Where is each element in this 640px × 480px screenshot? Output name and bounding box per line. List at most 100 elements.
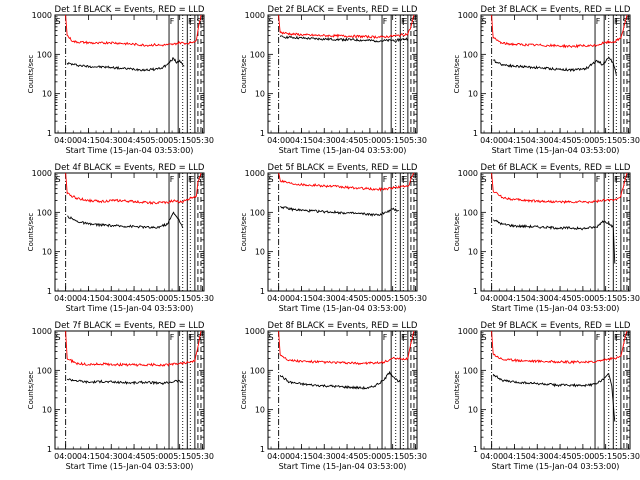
x-tick-label: 04:15 xyxy=(290,452,313,461)
x-tick-label: 05:00 xyxy=(571,136,594,145)
y-tick-label: 1000 xyxy=(245,327,265,336)
x-tick-label: 04:45 xyxy=(549,452,572,461)
panel-det-1: Det 1f BLACK = Events, RED = LLD 1 10 100 10… xyxy=(27,5,214,155)
flag-label: S xyxy=(481,17,486,26)
x-tick-label: 05:15 xyxy=(594,294,617,303)
y-tick-label: 100 xyxy=(37,366,52,375)
flag-label: E xyxy=(189,175,194,184)
flag-label: S xyxy=(55,175,60,184)
x-tick-label: 04:15 xyxy=(290,136,313,145)
x-tick-label: 04:15 xyxy=(503,136,526,145)
x-tick-label: 04:00 xyxy=(267,452,290,461)
panel-title: Det 7f BLACK = Events, RED = LLD xyxy=(55,321,205,331)
flag-label: F xyxy=(614,175,619,184)
flag-label: S xyxy=(268,175,273,184)
panel-det-9: Det 9f BLACK = Events, RED = LLD 1 10 100 10… xyxy=(453,321,640,471)
events-series-line xyxy=(492,56,617,75)
x-tick-label: 05:30 xyxy=(617,136,640,145)
plot-frame xyxy=(54,172,205,292)
x-tick-label: 04:45 xyxy=(123,136,146,145)
x-tick-label: 05:15 xyxy=(168,452,191,461)
x-tick-label: 04:15 xyxy=(503,452,526,461)
x-axis-label: Start Time (15-Jan-04 03:53:00) xyxy=(492,304,620,313)
flag-label: S xyxy=(55,333,60,342)
y-tick-label: 10 xyxy=(255,248,265,257)
lld-series-line xyxy=(65,330,202,367)
events-series-line xyxy=(279,35,409,43)
x-axis-label: Start Time (15-Jan-04 03:53:00) xyxy=(66,304,194,313)
lld-series-line xyxy=(278,172,415,192)
panel-title: Det 4f BLACK = Events, RED = LLD xyxy=(55,163,205,173)
x-tick-label: 04:00 xyxy=(267,136,290,145)
y-tick-label: 1000 xyxy=(458,11,478,20)
flag-label: S xyxy=(196,17,201,26)
x-tick-label: 05:00 xyxy=(145,294,168,303)
y-axis-label: Counts/sec xyxy=(453,55,461,94)
panel-title: Det 6f BLACK = Events, RED = LLD xyxy=(481,163,631,173)
x-tick-label: 04:00 xyxy=(54,136,77,145)
y-tick-label: 10 xyxy=(468,406,478,415)
panel-title: Det 2f BLACK = Events, RED = LLD xyxy=(268,5,418,15)
x-axis-label: Start Time (15-Jan-04 03:53:00) xyxy=(492,146,620,155)
flag-label: F xyxy=(401,175,406,184)
x-tick-label: 04:15 xyxy=(77,294,100,303)
panel-det-4: Det 4f BLACK = Events, RED = LLD 1 10 100 10… xyxy=(27,163,214,313)
x-tick-label: 04:45 xyxy=(549,136,572,145)
panel-det-7: Det 7f BLACK = Events, RED = LLD 1 10 100 10… xyxy=(27,321,214,471)
y-tick-label: 10 xyxy=(42,90,52,99)
panel-det-3: Det 3f BLACK = Events, RED = LLD 1 10 100 10… xyxy=(453,5,640,155)
lld-series-line xyxy=(65,14,202,47)
x-tick-label: 05:30 xyxy=(404,452,427,461)
x-tick-label: 05:00 xyxy=(358,452,381,461)
flag-label: S xyxy=(481,333,486,342)
y-tick-label: 1 xyxy=(260,129,265,138)
flag-label: F xyxy=(188,17,193,26)
panel-det-2: Det 2f BLACK = Events, RED = LLD 1 10 100 10… xyxy=(240,5,427,155)
lld-series-line xyxy=(65,172,202,205)
x-axis-label: Start Time (15-Jan-04 03:53:00) xyxy=(279,304,407,313)
y-tick-label: 10 xyxy=(468,248,478,257)
x-tick-label: 04:30 xyxy=(100,294,123,303)
x-tick-label: 04:15 xyxy=(77,136,100,145)
x-tick-label: 04:30 xyxy=(313,136,336,145)
flag-label: F xyxy=(614,17,619,26)
flag-label: S xyxy=(268,333,273,342)
x-tick-label: 04:45 xyxy=(336,136,359,145)
x-tick-label: 05:30 xyxy=(404,294,427,303)
panel-det-5: Det 5f BLACK = Events, RED = LLD 1 10 100 10… xyxy=(240,163,427,313)
plot-frame xyxy=(267,330,418,450)
y-tick-label: 1 xyxy=(47,445,52,454)
flag-label: F xyxy=(188,175,193,184)
x-axis-label: Start Time (15-Jan-04 03:53:00) xyxy=(66,462,194,471)
flag-label: E xyxy=(402,17,407,26)
flag-label: F xyxy=(614,333,619,342)
y-tick-label: 1 xyxy=(260,287,265,296)
x-tick-label: 04:00 xyxy=(54,452,77,461)
x-tick-label: 04:45 xyxy=(123,452,146,461)
x-tick-label: 04:45 xyxy=(549,294,572,303)
y-axis-label: Counts/sec xyxy=(240,55,248,94)
y-tick-label: 1000 xyxy=(245,11,265,20)
plot-frame xyxy=(480,172,631,292)
y-tick-label: 1 xyxy=(473,287,478,296)
x-tick-label: 05:15 xyxy=(594,136,617,145)
y-tick-label: 10 xyxy=(42,406,52,415)
y-tick-label: 100 xyxy=(37,208,52,217)
y-tick-label: 1000 xyxy=(245,169,265,178)
x-tick-label: 04:00 xyxy=(54,294,77,303)
events-series-line xyxy=(66,378,183,386)
flag-label: F xyxy=(596,175,601,184)
events-series-line xyxy=(492,373,616,422)
y-axis-label: Counts/sec xyxy=(240,371,248,410)
plot-frame xyxy=(267,14,418,134)
flag-label: F xyxy=(596,17,601,26)
x-tick-label: 05:00 xyxy=(571,452,594,461)
y-axis-label: Counts/sec xyxy=(453,371,461,410)
y-axis-label: Counts/sec xyxy=(27,371,35,410)
y-tick-label: 1 xyxy=(473,129,478,138)
x-tick-label: 04:00 xyxy=(267,294,290,303)
y-tick-label: 100 xyxy=(250,366,265,375)
x-tick-label: 04:45 xyxy=(336,452,359,461)
